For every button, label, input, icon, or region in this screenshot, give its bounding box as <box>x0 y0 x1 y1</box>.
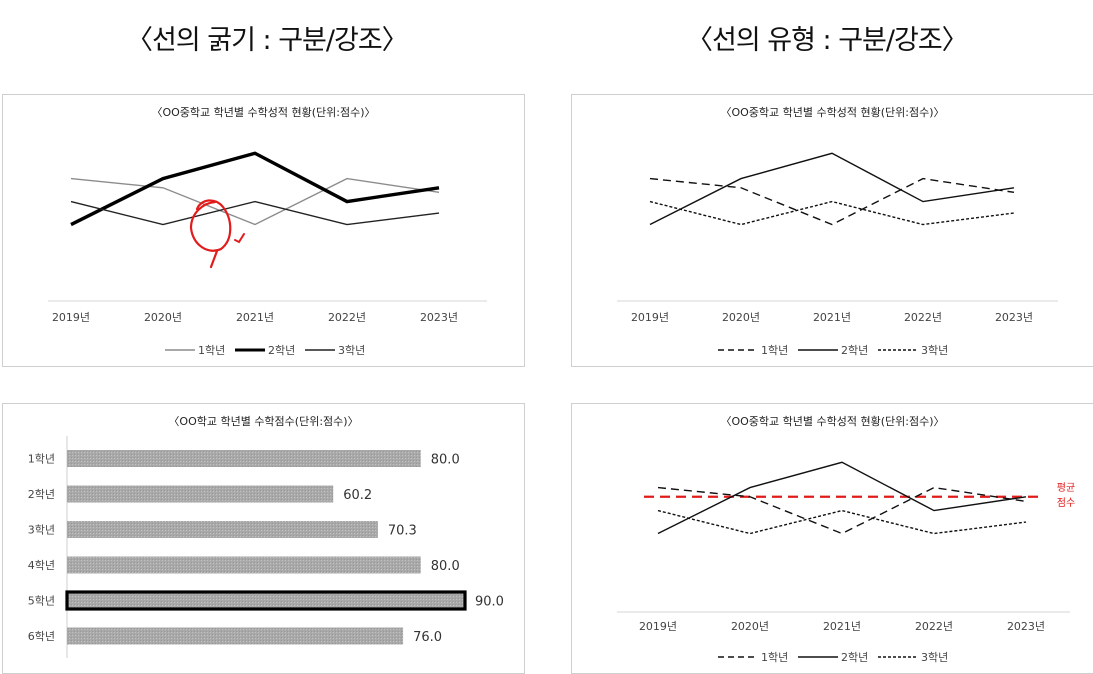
x-tick-label: 2020년 <box>722 311 760 324</box>
bar-value-label: 90.0 <box>475 595 504 610</box>
legend-label-3: 3학년 <box>338 344 365 357</box>
x-tick-label: 2020년 <box>731 620 769 633</box>
average-label: 평균 <box>1057 482 1075 494</box>
chart-panel-thickness: 〈OO중학교 학년별 수학성적 현황(단위:점수)〉 2019년 2020년 202… <box>2 94 525 367</box>
bar-2 <box>67 485 334 503</box>
chart-title: 〈OO학교 학년별 수학점수(단위:점수)〉 <box>168 415 359 428</box>
x-tick-label: 2021년 <box>236 311 274 324</box>
legend-label-1: 1학년 <box>761 344 788 357</box>
red-circle-annotation <box>189 199 232 269</box>
legend-label-1: 1학년 <box>198 344 225 357</box>
x-tick-label: 2019년 <box>631 311 669 324</box>
heading-linetype: 〈선의 유형 : 구분/강조〉 <box>686 25 969 56</box>
bar-value-label: 80.0 <box>431 559 460 574</box>
chart-title: 〈OO중학교 학년별 수학성적 현황(단위:점수)〉 <box>151 106 376 119</box>
bar-value-label: 76.0 <box>413 630 442 645</box>
x-tick-label: 2021년 <box>813 311 851 324</box>
legend-label-3: 3학년 <box>921 651 948 664</box>
y-tick-label: 1학년 <box>28 453 55 466</box>
bar-value-label: 80.0 <box>431 453 460 468</box>
legend-label-2: 2학년 <box>841 651 868 664</box>
series-line-1 <box>70 177 440 226</box>
series-line-3 <box>657 509 1027 535</box>
bar-chart: 1학년 80.0 2학년 60.2 3학년 70.3 4학년 80.0 5학년 90.0 6학년 76… <box>28 436 504 658</box>
legend-label-3: 3학년 <box>921 344 948 357</box>
y-tick-label: 4학년 <box>28 559 55 572</box>
y-tick-label: 3학년 <box>28 524 55 537</box>
bar-value-label: 60.2 <box>343 488 372 503</box>
average-label: 점수 <box>1057 497 1075 509</box>
line-chart-linetype: 2019년 2020년 2021년 2022년 2023년 1학년 2학년 3학년 <box>617 152 1058 357</box>
x-tick-label: 2020년 <box>144 311 182 324</box>
y-tick-label: 2학년 <box>28 488 55 501</box>
x-tick-label: 2021년 <box>823 620 861 633</box>
bar-5 <box>65 590 467 611</box>
series-line-3 <box>649 200 1015 226</box>
chart-title: 〈OO중학교 학년별 수학성적 현황(단위:점수)〉 <box>720 415 945 428</box>
series-line-1 <box>649 177 1015 226</box>
series-line-2 <box>649 152 1015 226</box>
bar-6 <box>67 627 404 645</box>
heading-thickness: 〈선의 굵기 : 구분/강조〉 <box>126 25 409 56</box>
x-tick-label: 2023년 <box>1007 620 1045 633</box>
chart-panel-linetype: 〈OO중학교 학년별 수학성적 현황(단위:점수)〉 2019년 2020년 202… <box>571 94 1093 367</box>
series-line-2 <box>70 151 440 227</box>
x-tick-label: 2019년 <box>52 311 90 324</box>
x-tick-label: 2022년 <box>328 311 366 324</box>
line-chart-thickness: 2019년 2020년 2021년 2022년 2023년 1학년 2학년 3학년 <box>48 151 487 357</box>
series-line-3 <box>70 200 440 226</box>
series-line-1 <box>657 486 1027 535</box>
bar-4 <box>67 556 421 574</box>
x-tick-label: 2019년 <box>639 620 677 633</box>
y-tick-label: 6학년 <box>28 630 55 643</box>
x-tick-label: 2022년 <box>915 620 953 633</box>
legend-label-2: 2학년 <box>841 344 868 357</box>
y-tick-label: 5학년 <box>28 595 55 608</box>
x-tick-label: 2023년 <box>420 311 458 324</box>
red-check-annotation <box>234 233 245 244</box>
bar-value-label: 70.3 <box>388 524 417 539</box>
bar-1 <box>67 450 421 467</box>
chart-title: 〈OO중학교 학년별 수학성적 현황(단위:점수)〉 <box>720 106 945 119</box>
chart-panel-bars: 〈OO학교 학년별 수학점수(단위:점수)〉 1학년 80.0 2학년 60.2 3학년… <box>2 403 525 674</box>
legend-label-2: 2학년 <box>268 344 295 357</box>
series-line-2 <box>657 461 1027 535</box>
legend-label-1: 1학년 <box>761 651 788 664</box>
x-tick-label: 2023년 <box>995 311 1033 324</box>
bar-3 <box>67 521 378 538</box>
x-tick-label: 2022년 <box>904 311 942 324</box>
